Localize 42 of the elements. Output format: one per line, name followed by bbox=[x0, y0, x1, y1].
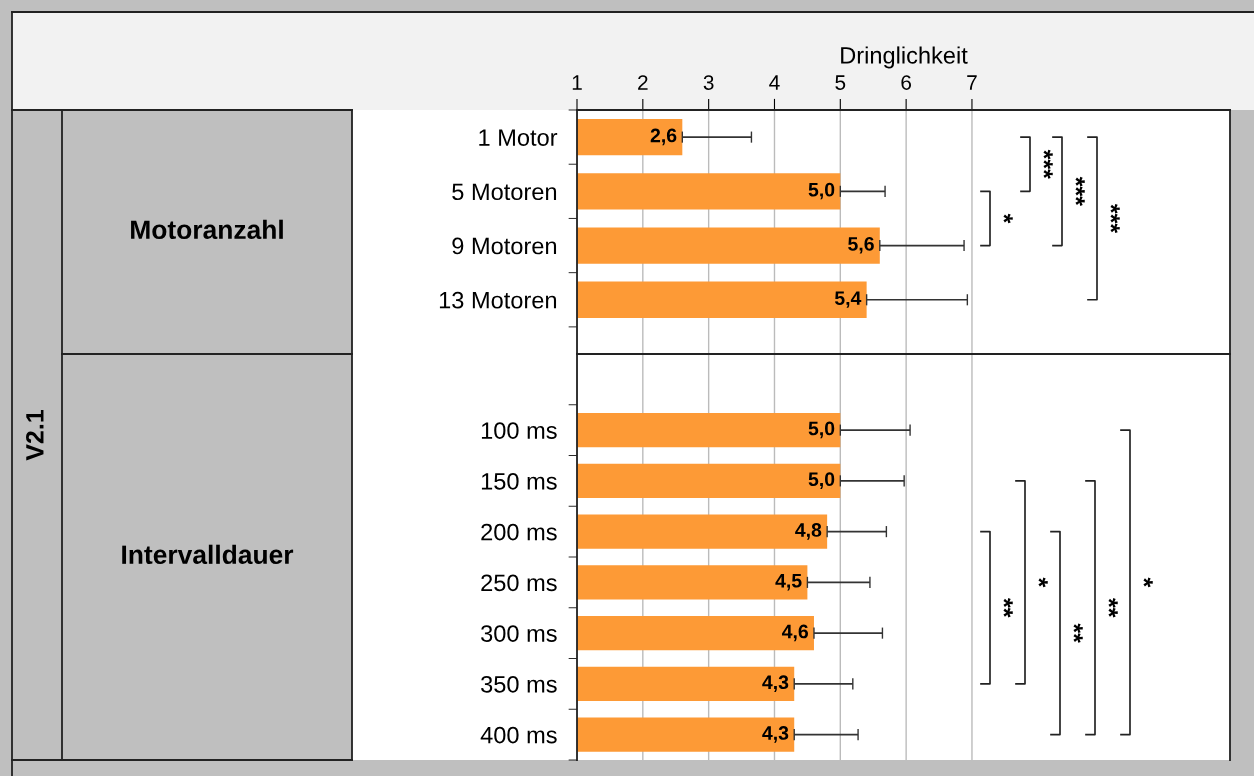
x-tick-label: 7 bbox=[967, 75, 977, 90]
data-label: 5,0 bbox=[808, 182, 835, 200]
x-tick-label: 3 bbox=[703, 75, 714, 90]
annotation: ** bbox=[1073, 623, 1083, 643]
annotation: *** bbox=[1110, 203, 1120, 234]
x-tick-label: 4 bbox=[769, 75, 780, 90]
annotation: * bbox=[1003, 213, 1013, 224]
data-label: 5,4 bbox=[834, 291, 862, 308]
text: V2.1 bbox=[26, 409, 44, 461]
y-tick-label: 200 ms bbox=[481, 523, 557, 541]
annotation: ** bbox=[1108, 598, 1118, 618]
annotation: * bbox=[1143, 577, 1153, 588]
y-tick-label: 100 ms bbox=[481, 422, 557, 439]
y-tick-label: 9 Motoren bbox=[452, 237, 557, 255]
y-tick-label: 150 ms bbox=[481, 472, 557, 490]
y-tick-label: 5 Motoren bbox=[452, 183, 557, 201]
y-tick-label: 1 Motor bbox=[479, 129, 558, 146]
data-label: 2,6 bbox=[650, 128, 677, 146]
data-label: 4,3 bbox=[762, 726, 789, 743]
data-label: 4,6 bbox=[781, 624, 809, 642]
x-tick-label: 6 bbox=[901, 75, 912, 90]
y-tick-label: 250 ms bbox=[481, 574, 557, 592]
annotation: *** bbox=[1043, 149, 1053, 179]
annotation: *** bbox=[1075, 176, 1085, 206]
data-label: 4,5 bbox=[775, 574, 802, 591]
y-tick-label: 300 ms bbox=[481, 625, 557, 642]
y-tick-label: 350 ms bbox=[481, 675, 557, 693]
annotation: * bbox=[1038, 577, 1048, 588]
x-tick-label: 1 bbox=[572, 75, 582, 90]
x-tick-label: 2 bbox=[638, 75, 648, 90]
x-axis-title: Dringlichkeit bbox=[841, 46, 968, 69]
data-label: 5,0 bbox=[808, 472, 835, 489]
y-axis-title: Motoranzahl bbox=[131, 219, 283, 240]
data-label: 4,8 bbox=[795, 523, 822, 540]
annotation: ** bbox=[1003, 598, 1013, 618]
y-tick-label: 400 ms bbox=[480, 726, 557, 744]
data-label: 4,3 bbox=[762, 675, 789, 692]
x-tick-label: 5 bbox=[835, 75, 846, 90]
data-label: 5,6 bbox=[848, 237, 874, 254]
data-label: 5,0 bbox=[808, 421, 835, 439]
y-axis-title: Intervalldauer bbox=[122, 544, 294, 565]
y-tick-label: 13 Motoren bbox=[439, 291, 557, 309]
